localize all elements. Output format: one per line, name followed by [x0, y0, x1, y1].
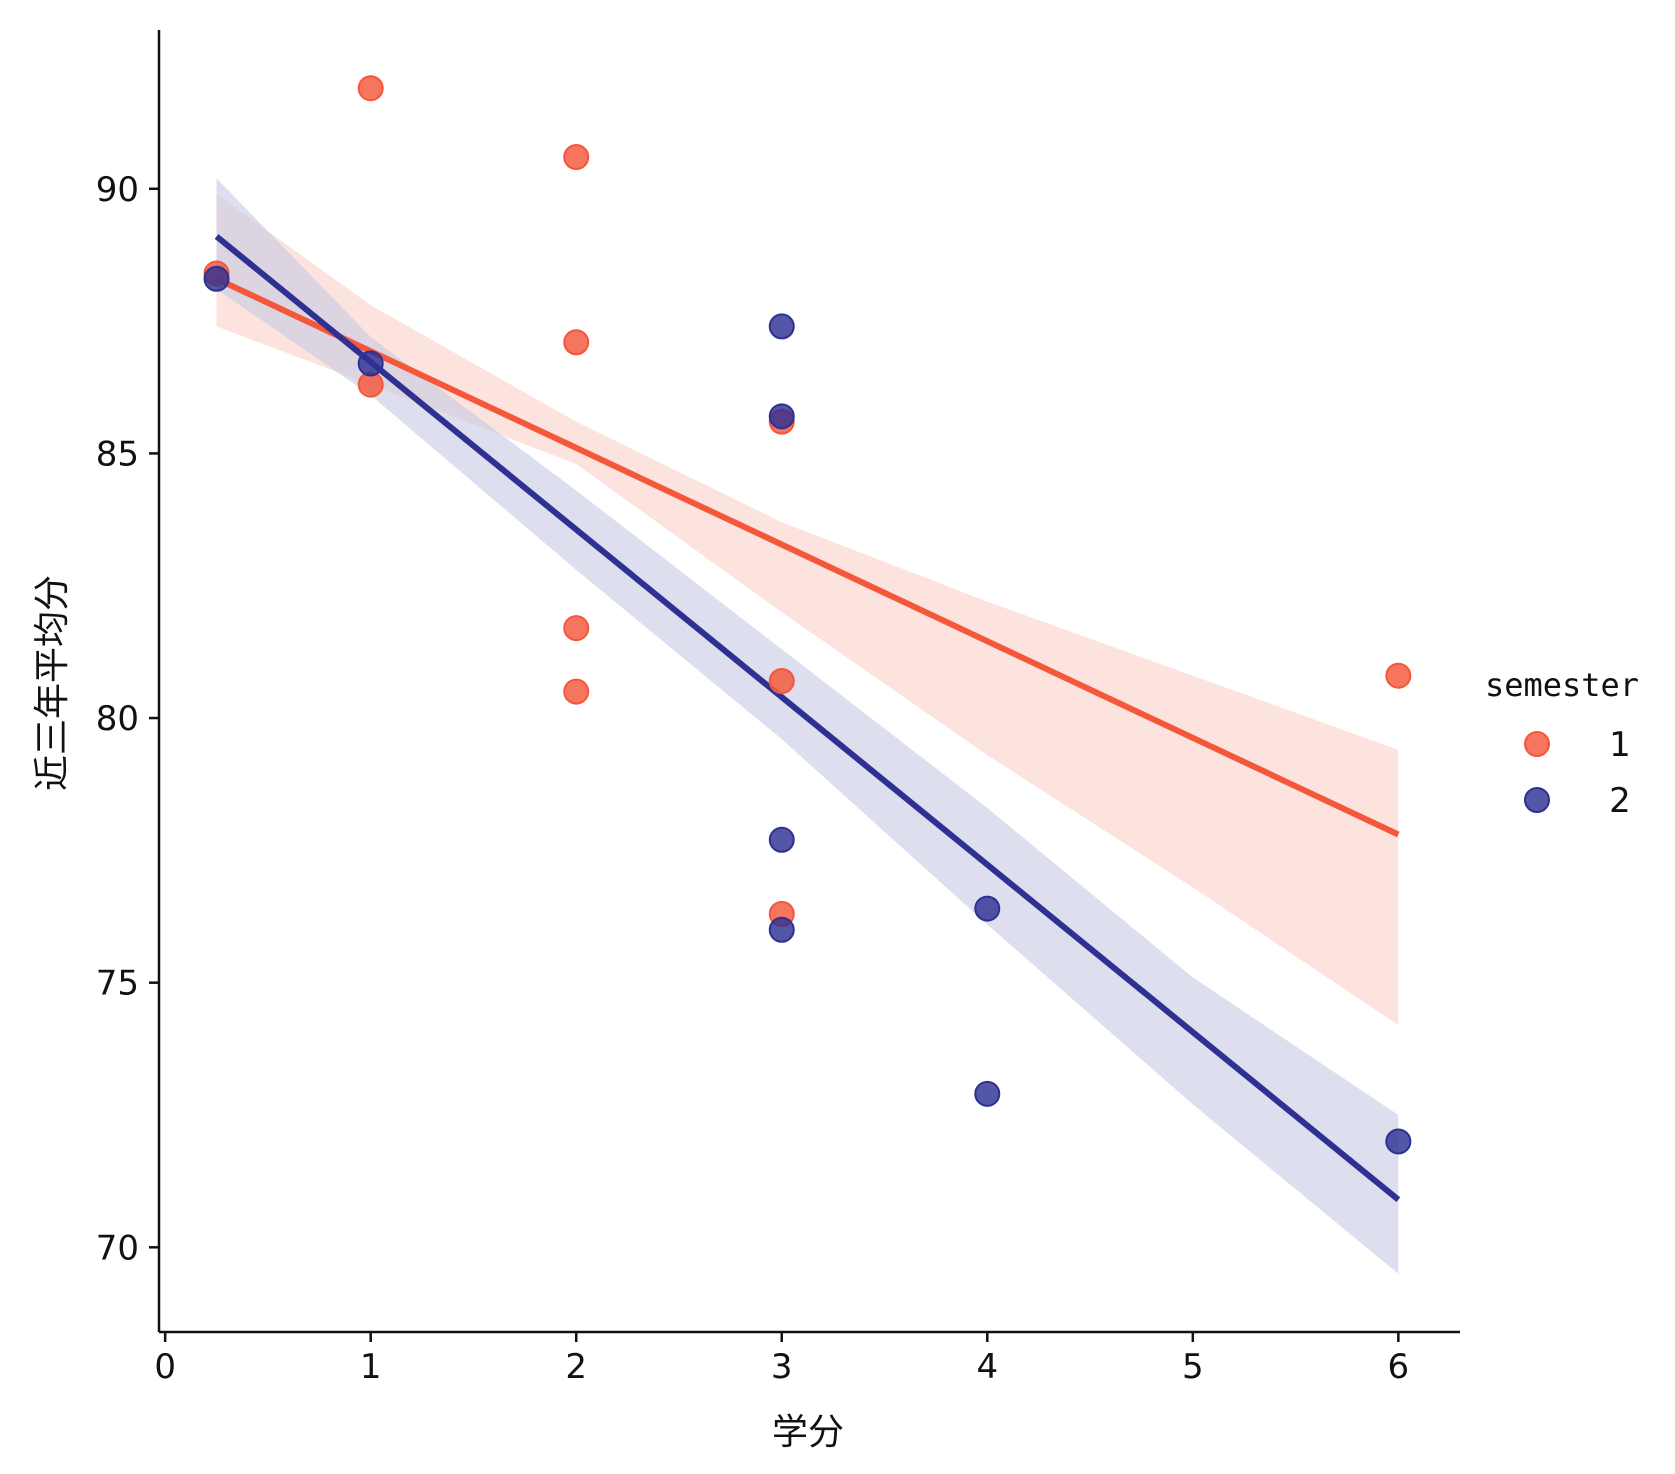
data-point-series-2 [1385, 1128, 1412, 1155]
x-tick-label: 5 [1182, 1347, 1204, 1387]
data-point-series-2 [768, 403, 795, 430]
legend-label-series-1: 1 [1609, 725, 1631, 765]
x-tick-label: 1 [360, 1347, 382, 1387]
regression-line-series-1 [215, 276, 1400, 838]
y-tick-label: 85 [96, 434, 139, 474]
regression-line-series-2 [214, 234, 1401, 1203]
legend-title: semester [1485, 666, 1639, 704]
x-tick-label: 4 [976, 1347, 998, 1387]
x-tick-label: 6 [1388, 1347, 1410, 1387]
axes: 0 1 2 3 4 5 6 70 75 80 85 90 [96, 30, 1460, 1387]
data-point-series-1 [563, 144, 590, 171]
legend-marker-series-2 [1524, 787, 1550, 813]
confidence-bands [216, 178, 1399, 1274]
legend-marker-series-1 [1524, 731, 1550, 757]
data-point-series-1 [1385, 662, 1412, 689]
data-point-series-2 [768, 916, 795, 943]
y-tick-label: 90 [96, 170, 139, 210]
data-point-series-2 [357, 350, 384, 377]
data-point-series-1 [563, 615, 590, 642]
ci-band-series-2 [216, 178, 1399, 1274]
data-point-series-2 [974, 895, 1001, 922]
y-tick-label: 70 [96, 1228, 139, 1268]
x-tick-label: 3 [771, 1347, 793, 1387]
data-points [203, 75, 1412, 1155]
data-point-series-2 [768, 826, 795, 853]
x-tick-label: 0 [154, 1347, 176, 1387]
y-tick-label: 75 [96, 964, 139, 1004]
data-point-series-1 [563, 329, 590, 356]
data-point-series-2 [203, 265, 230, 292]
x-tick-label: 2 [565, 1347, 587, 1387]
x-axis-title: 学分 [772, 1412, 844, 1453]
y-axis-title: 近三年平均分 [32, 575, 73, 791]
ci-band-series-1 [216, 194, 1399, 1026]
y-tick-label: 80 [96, 699, 139, 739]
data-point-series-1 [563, 678, 590, 705]
data-point-series-2 [768, 313, 795, 340]
regression-lines [214, 234, 1401, 1203]
data-point-series-2 [974, 1080, 1001, 1107]
data-point-series-1 [768, 668, 795, 694]
legend-label-series-2: 2 [1609, 781, 1631, 821]
legend: semester 1 2 [1485, 666, 1639, 821]
data-point-series-1 [357, 75, 384, 102]
